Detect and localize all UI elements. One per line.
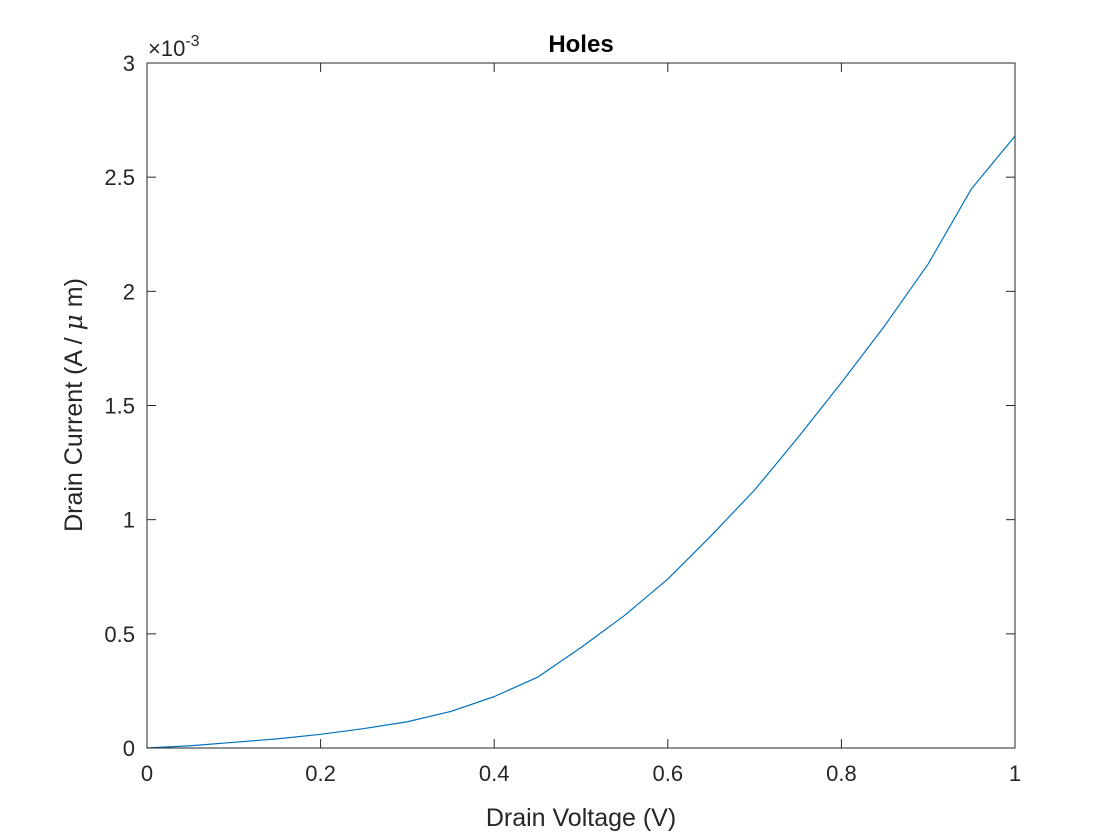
x-tick-label: 1: [1009, 761, 1021, 786]
y-tick-label: 2: [123, 279, 135, 304]
x-tick-label: 0: [141, 761, 153, 786]
y-tick-label: 1.5: [104, 394, 135, 419]
x-tick-label: 0.4: [479, 761, 510, 786]
chart-title: Holes: [548, 31, 613, 58]
series-line: [146, 135, 1016, 749]
y-axis-label-suffix: m): [60, 278, 88, 314]
y-axis-label-prefix: Drain Current (A /: [60, 330, 88, 531]
x-axis-label: Drain Voltage (V): [486, 804, 676, 832]
y-exponent-label: ×10-3: [148, 33, 200, 61]
y-axis-label: Drain Current (A / μ m): [59, 278, 88, 532]
y-tick-layer: 0 0.5 1 1.5 2 2.5 3: [104, 51, 1015, 761]
y-axis-label-mu: μ: [59, 314, 88, 330]
x-tick-layer: 0 0.2 0.4 0.6 0.8 1: [141, 63, 1021, 786]
plot-area: [147, 63, 1015, 748]
y-tick-label: 1: [123, 508, 135, 533]
x-tick-label: 0.2: [305, 761, 336, 786]
x-tick-label: 0.6: [653, 761, 684, 786]
y-tick-label: 2.5: [104, 165, 135, 190]
y-tick-label: 0.5: [104, 622, 135, 647]
y-tick-label: 0: [123, 736, 135, 761]
x-tick-label: 0.8: [826, 761, 857, 786]
series-layer: [146, 135, 1016, 749]
y-exponent-base: ×10: [148, 36, 185, 61]
y-exponent-power: -3: [185, 33, 199, 50]
y-tick-label: 3: [123, 51, 135, 76]
